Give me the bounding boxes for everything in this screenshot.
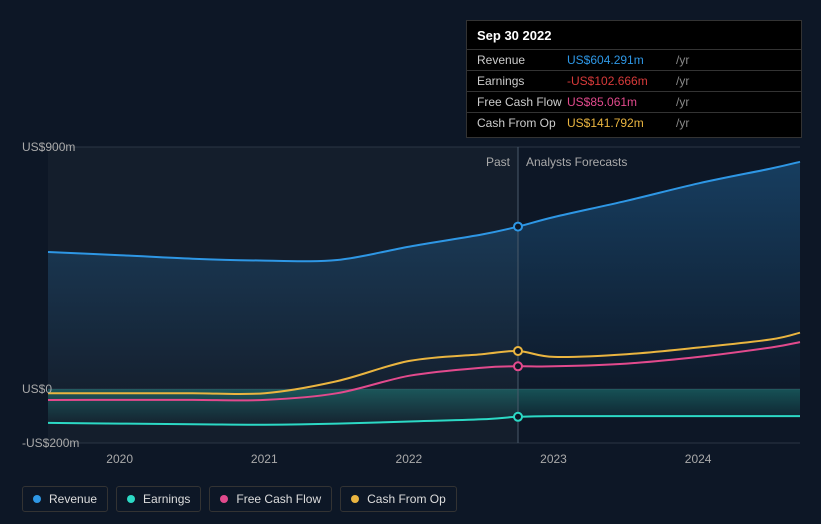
past-region-label: Past [486,155,510,169]
legend-item-label: Cash From Op [367,492,446,506]
tooltip-row-unit: /yr [676,74,689,88]
y-axis-label: US$900m [22,140,75,154]
tooltip-row: Cash From OpUS$141.792m/yr [467,112,801,133]
forecast-region-label: Analysts Forecasts [526,155,627,169]
tooltip-row-value: -US$102.666m [567,74,672,88]
tooltip-row-unit: /yr [676,53,689,67]
legend-item-earnings[interactable]: Earnings [116,486,201,512]
tooltip-date: Sep 30 2022 [467,25,801,49]
legend-item-label: Earnings [143,492,190,506]
legend-item-cfo[interactable]: Cash From Op [340,486,457,512]
x-axis-label: 2023 [540,452,567,466]
legend-dot-icon [220,495,228,503]
legend-item-revenue[interactable]: Revenue [22,486,108,512]
y-axis-label: -US$200m [22,436,79,450]
tooltip-row-label: Revenue [477,53,567,67]
legend-item-label: Revenue [49,492,97,506]
x-axis-label: 2024 [685,452,712,466]
legend-dot-icon [33,495,41,503]
x-axis-label: 2020 [106,452,133,466]
tooltip-row-label: Free Cash Flow [477,95,567,109]
tooltip-row-label: Earnings [477,74,567,88]
x-axis-label: 2022 [396,452,423,466]
tooltip-row: Free Cash FlowUS$85.061m/yr [467,91,801,112]
y-axis-label: US$0 [22,382,52,396]
chart-legend: Revenue Earnings Free Cash Flow Cash From O… [22,486,457,512]
chart-tooltip: Sep 30 2022 RevenueUS$604.291m/yrEarning… [466,20,802,138]
legend-dot-icon [127,495,135,503]
tooltip-row-value: US$85.061m [567,95,672,109]
legend-item-label: Free Cash Flow [236,492,321,506]
tooltip-row: Earnings-US$102.666m/yr [467,70,801,91]
legend-item-fcf[interactable]: Free Cash Flow [209,486,332,512]
tooltip-row-unit: /yr [676,116,689,130]
x-axis-label: 2021 [251,452,278,466]
tooltip-row-unit: /yr [676,95,689,109]
tooltip-row: RevenueUS$604.291m/yr [467,49,801,70]
tooltip-row-value: US$141.792m [567,116,672,130]
legend-dot-icon [351,495,359,503]
tooltip-row-label: Cash From Op [477,116,567,130]
tooltip-row-value: US$604.291m [567,53,672,67]
